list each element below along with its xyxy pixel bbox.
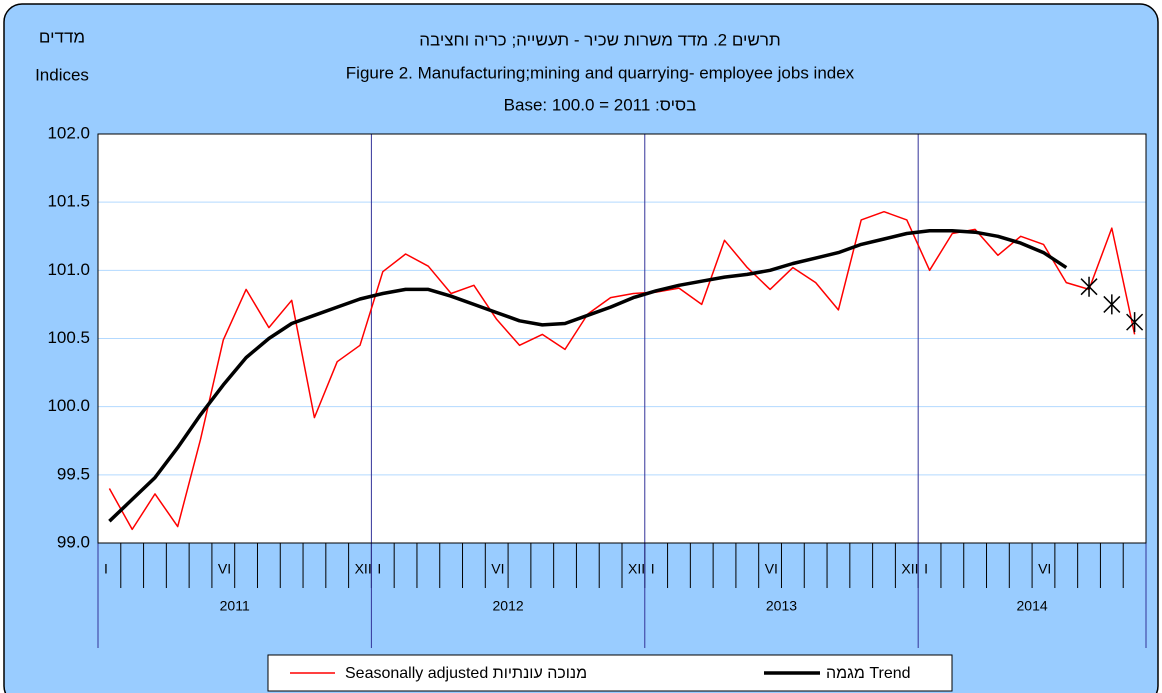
x-tick-label: VI	[491, 561, 504, 577]
year-label: 2014	[1017, 598, 1048, 614]
y-axis-label: Indices	[35, 65, 89, 84]
legend-label: מגמה Trend	[826, 665, 911, 682]
year-label: 2011	[220, 598, 250, 614]
y-tick-label: 99.0	[57, 532, 90, 551]
x-tick-label: VI	[765, 561, 778, 577]
y-tick-label: 99.5	[57, 464, 90, 483]
y-tick-label: 101.0	[47, 260, 90, 279]
x-tick-label: XII	[901, 561, 918, 577]
year-label: 2012	[493, 598, 524, 614]
x-tick-label: XII	[355, 561, 372, 577]
marker	[1126, 312, 1144, 333]
x-tick-label: I	[377, 561, 381, 577]
x-tick-label: VI	[218, 561, 231, 577]
marker	[1103, 294, 1121, 315]
chart-title: Figure 2. Manufacturing;mining and quarr…	[346, 63, 855, 82]
legend	[267, 654, 953, 692]
x-tick-label: I	[924, 561, 928, 577]
y-tick-label: 100.5	[47, 328, 90, 347]
marker	[1080, 276, 1098, 297]
year-label: 2013	[766, 598, 797, 614]
x-tick-label: XII	[628, 561, 645, 577]
legend-label: Seasonally adjusted מנוכה עונתיות	[345, 665, 587, 682]
y-axis-label-he: מדדים	[39, 27, 85, 46]
y-tick-label: 101.5	[47, 192, 90, 211]
chart-title-he: תרשים 2. מדד משרות שכיר - תעשייה; כריה ו…	[419, 30, 780, 49]
y-tick-label: 100.0	[47, 396, 90, 415]
y-tick-label: 102.0	[47, 123, 90, 142]
x-tick-label: I	[104, 561, 108, 577]
plot-border	[97, 133, 1147, 544]
series-line	[108, 229, 1068, 523]
x-tick-label: I	[651, 561, 655, 577]
chart-subtitle: Base: 100.0 = 2011 :בסיס	[504, 95, 697, 114]
x-tick-label: VI	[1038, 561, 1051, 577]
